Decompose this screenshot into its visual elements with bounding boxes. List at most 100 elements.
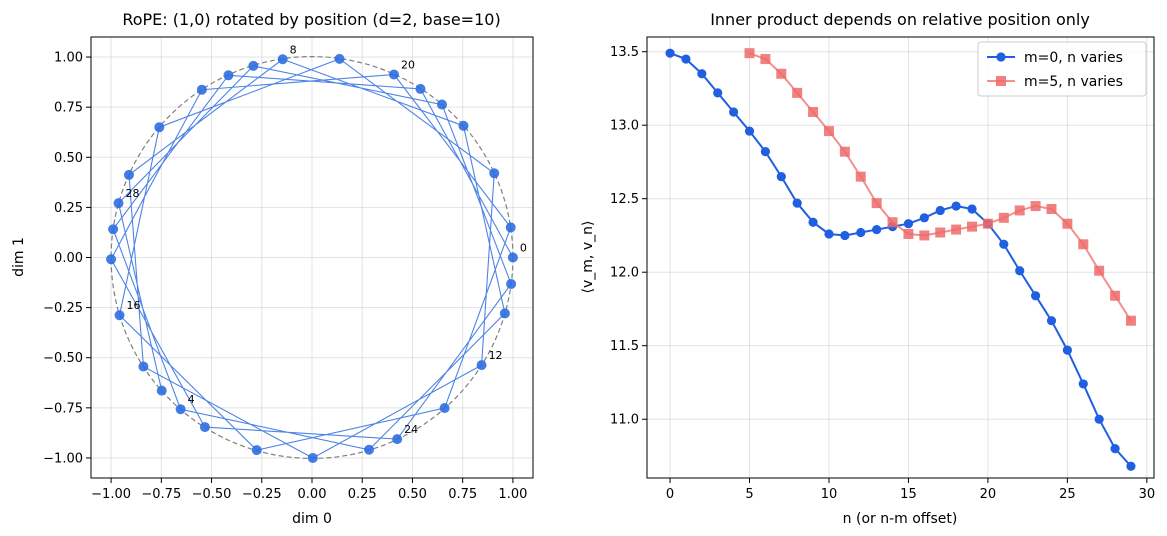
y-tick-label: 11.5: [610, 339, 639, 354]
point-13: [489, 168, 500, 179]
x-tick-label: 0.00: [298, 487, 327, 502]
x-tick-label: −0.25: [242, 487, 282, 502]
y-tick-label: −1.00: [43, 451, 83, 466]
y-tick-label: −0.50: [43, 351, 83, 366]
annotation-8: 8: [290, 43, 297, 56]
marker-16: [919, 213, 929, 223]
point-17: [251, 445, 262, 456]
marker-23: [1110, 290, 1121, 301]
annotation-24: 24: [404, 423, 418, 436]
marker-17: [1014, 205, 1025, 216]
x-tick-label: 20: [980, 487, 997, 502]
point-1: [415, 83, 426, 94]
trajectory-lines: [110, 58, 514, 459]
legend-box: [977, 41, 1147, 97]
x-tick-label: 0.25: [348, 487, 377, 502]
marker-12: [935, 227, 946, 238]
marker-18: [1030, 201, 1041, 212]
marker-8: [871, 198, 882, 209]
marker-3: [792, 87, 803, 98]
marker-10: [824, 229, 834, 239]
y-tick-label: 0.50: [54, 151, 83, 166]
point-6: [499, 308, 510, 319]
grid: [647, 37, 1154, 478]
point-7: [458, 120, 469, 131]
x-axis-label: dim 0: [292, 511, 332, 527]
series-m5: [744, 48, 1136, 326]
point-24: [392, 434, 403, 445]
x-ticks: 0 5 10 15 20 25 30: [666, 478, 1155, 502]
x-tick-label: 5: [745, 487, 753, 502]
marker-9: [887, 217, 898, 228]
x-tick-label: 25: [1059, 487, 1076, 502]
x-tick-label: 0.75: [448, 487, 477, 502]
point-29: [156, 385, 167, 396]
y-tick-label: 13.5: [610, 45, 639, 60]
marker-23: [1030, 291, 1041, 301]
marker-9: [808, 217, 818, 227]
x-tick-label: −1.00: [91, 487, 131, 502]
legend-label: m=5, n varies: [1024, 74, 1123, 90]
series-line: [669, 52, 1132, 467]
marker-15: [982, 218, 993, 229]
annotation-16: 16: [127, 299, 141, 312]
legend-marker: [996, 52, 1006, 62]
series: [665, 48, 1136, 471]
y-tick-label: 12.0: [610, 266, 639, 281]
point-0: [507, 252, 518, 263]
marker-12: [856, 227, 866, 238]
point-19: [505, 222, 516, 233]
chart-title: Inner product depends on relative positi…: [710, 10, 1090, 29]
y-tick-label: −0.25: [43, 301, 83, 316]
marker-11: [840, 230, 850, 241]
x-tick-label: 30: [1139, 487, 1156, 502]
point-27: [248, 60, 259, 71]
legend-marker: [996, 76, 1006, 86]
legend-entry-1: m=5, n varies: [987, 74, 1123, 90]
annotation-12: 12: [489, 349, 503, 362]
annotation-28: 28: [126, 187, 140, 200]
marker-14: [967, 221, 978, 232]
rope-rotation-chart: RoPE: (1,0) rotated by position (d=2, ba…: [11, 10, 534, 527]
marker-19: [967, 204, 977, 214]
y-axis-label: dim 1: [11, 237, 27, 277]
x-tick-label: 10: [821, 487, 838, 502]
marker-15: [903, 219, 914, 229]
point-2: [223, 70, 234, 81]
marker-16: [998, 212, 1009, 223]
annotation-4: 4: [188, 393, 195, 406]
trajectory-line: [110, 58, 514, 459]
y-tick-label: 11.0: [610, 413, 639, 428]
marker-8: [792, 198, 802, 208]
axes-frame: [646, 36, 1155, 479]
point-26: [436, 99, 447, 110]
y-tick-label: 0.75: [54, 101, 83, 116]
marker-1: [760, 54, 771, 65]
marker-5: [744, 126, 755, 136]
y-tick-label: −0.75: [43, 401, 83, 416]
marker-4: [808, 106, 819, 117]
grid: [91, 37, 533, 478]
marker-6: [760, 147, 771, 157]
marker-10: [903, 228, 914, 239]
y-tick-label: 1.00: [54, 51, 83, 66]
x-tick-label: 15: [900, 487, 917, 502]
point-22: [106, 254, 117, 265]
point-10: [138, 361, 149, 372]
marker-11: [919, 230, 930, 241]
annotation-20: 20: [401, 58, 415, 71]
point-21: [196, 84, 207, 95]
point-16: [114, 310, 125, 321]
x-tick-label: −0.50: [192, 487, 232, 502]
point-11: [307, 452, 318, 463]
point-20: [388, 69, 399, 80]
y-ticks: 11.0 11.5 12.0 12.5 13.0 13.5: [610, 45, 647, 428]
marker-0: [665, 48, 675, 58]
inner-product-chart: Inner product depends on relative positi…: [580, 10, 1155, 527]
marker-28: [1110, 444, 1120, 454]
point-25: [506, 278, 517, 289]
marker-4: [729, 107, 739, 117]
marker-13: [951, 224, 962, 235]
marker-24: [1125, 315, 1136, 326]
